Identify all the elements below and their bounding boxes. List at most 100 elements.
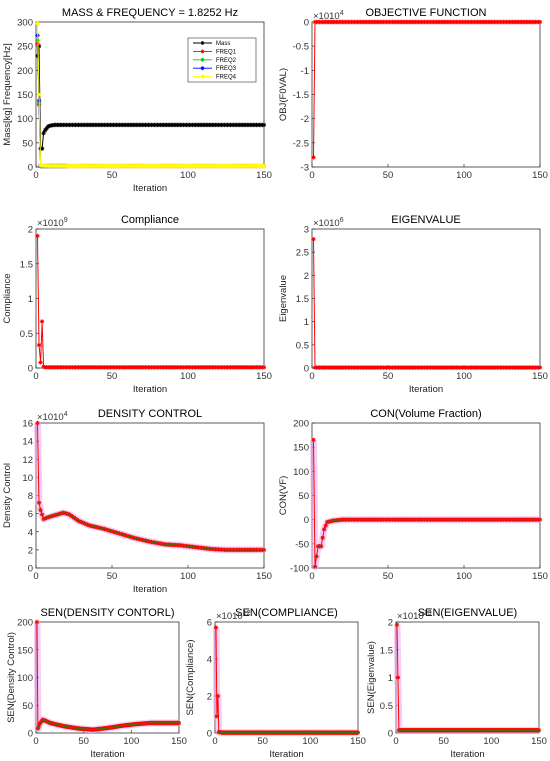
data-point — [47, 123, 52, 129]
data-point-center — [321, 537, 324, 539]
y-tick-label: 200 — [17, 66, 33, 77]
legend-marker — [200, 49, 205, 54]
chart-panel: 0 50 100 150 0 0.5 1 1.5 2 2.5 3 EIGENVALUE ×10106 It… — [278, 214, 548, 395]
y-tick-label: 150 — [293, 443, 309, 454]
chart-title: Compliance — [121, 214, 179, 226]
y-axis-label: Eigenvalue — [278, 275, 289, 322]
data-point-center — [514, 518, 517, 521]
data-point — [39, 146, 45, 151]
plot-area — [311, 228, 541, 369]
data-point-center — [187, 545, 189, 547]
y-tick-label: -1.5 — [293, 90, 309, 101]
data-point-center — [121, 533, 124, 536]
data-point-center — [124, 534, 127, 537]
y-tick-label: 0 — [207, 729, 212, 740]
data-point-center — [194, 546, 197, 548]
data-point-center — [82, 522, 84, 524]
axis-exponent-label: ×10104 — [37, 411, 68, 423]
data-point — [36, 92, 42, 97]
x-tick-label: 50 — [107, 371, 118, 382]
data-point-center — [323, 528, 325, 531]
data-point-center — [123, 534, 125, 536]
chart-panel: 0 50 100 150 0 50 100 150 200 250 300 MASS & FREQUE… — [2, 7, 272, 194]
data-point — [261, 122, 266, 128]
data-point-center — [216, 715, 218, 718]
data-point-center — [199, 547, 201, 549]
data-point-center — [96, 526, 98, 528]
data-point-center — [258, 549, 261, 551]
data-point-center — [400, 518, 403, 521]
data-point-center — [426, 518, 429, 521]
x-axis-label: Iteration — [133, 584, 167, 595]
data-point-center — [149, 541, 151, 543]
y-tick-label: 200 — [293, 419, 309, 430]
y-tick-label: -0.5 — [293, 42, 309, 53]
y-tick-label: 2 — [28, 545, 33, 556]
data-point-center — [238, 549, 241, 551]
y-tick-label: 16 — [22, 419, 33, 430]
data-point-center — [143, 539, 145, 541]
data-point-center — [216, 548, 218, 551]
data-point-center — [381, 518, 383, 521]
data-point-center — [357, 731, 359, 734]
data-point-center — [423, 518, 426, 521]
data-point — [261, 163, 266, 169]
legend-marker — [200, 57, 205, 62]
data-point-center — [242, 549, 244, 551]
data-point-center — [537, 518, 540, 521]
data-point-center — [235, 549, 238, 551]
legend-marker — [200, 41, 205, 45]
data-point-center — [234, 549, 236, 551]
data-point-center — [407, 518, 409, 521]
x-tick-label: 100 — [483, 736, 499, 747]
data-point-center — [173, 544, 176, 546]
legend-marker — [200, 74, 205, 79]
axis-exponent-label: ×101012 — [216, 610, 251, 622]
data-point-center — [204, 547, 206, 549]
data-point-center — [126, 535, 128, 537]
y-tick-label: 14 — [22, 437, 33, 448]
data-point-center — [215, 626, 217, 629]
data-point-center — [455, 518, 458, 521]
plot-area — [35, 621, 180, 734]
data-point-center — [132, 536, 134, 539]
data-point-center — [181, 544, 183, 547]
data-point-center — [480, 518, 482, 521]
y-tick-label: 0 — [304, 364, 309, 375]
data-point-center — [147, 540, 150, 543]
data-point-center — [536, 518, 538, 521]
data-point-center — [499, 518, 502, 521]
chart-title: EIGENVALUE — [391, 214, 461, 226]
x-tick-label: 50 — [107, 170, 118, 181]
data-point-center — [366, 518, 368, 521]
data-point-center — [405, 518, 407, 521]
data-point-center — [340, 519, 342, 521]
data-point-center — [442, 518, 444, 521]
y-tick-label: 2 — [207, 692, 212, 703]
data-point-center — [105, 528, 107, 531]
data-point-center — [226, 549, 229, 551]
y-tick-label: 0 — [28, 729, 33, 740]
x-tick-label: 100 — [180, 371, 196, 382]
data-point-center — [190, 545, 192, 548]
data-point — [42, 128, 48, 133]
data-point-center — [260, 549, 262, 551]
data-point-center — [237, 549, 239, 551]
data-point-center — [155, 542, 157, 544]
data-point-center — [422, 518, 424, 521]
x-tick-label: 100 — [180, 571, 196, 582]
data-point-center — [208, 548, 210, 550]
chart-title: MASS & FREQUENCY = 1.8252 Hz — [62, 7, 238, 19]
data-point-center — [169, 544, 171, 546]
x-tick-label: 0 — [309, 371, 314, 382]
data-point-center — [516, 518, 518, 521]
x-tick-label: 50 — [383, 371, 394, 382]
x-tick-label: 150 — [532, 571, 548, 582]
data-point-center — [223, 549, 226, 551]
y-tick-label: 4 — [207, 655, 212, 666]
data-point-center — [202, 547, 204, 549]
y-axis-label: CON(VF) — [278, 476, 289, 516]
data-point-center — [246, 549, 248, 551]
x-tick-label: 50 — [438, 736, 449, 747]
data-point-center — [229, 549, 232, 551]
